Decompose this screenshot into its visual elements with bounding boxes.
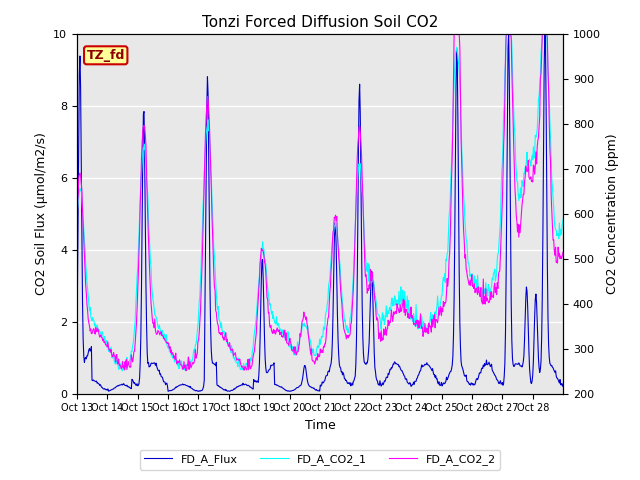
FD_A_Flux [220, 386, 227, 392]
FD_A_Flux [397, 368, 405, 373]
FD_A_CO2_2 [371, 289, 378, 295]
Line: FD_A_CO2_1: FD_A_CO2_1 [77, 34, 563, 371]
FD_A_Flux [73, 335, 81, 340]
Text: TZ_fd: TZ_fd [86, 49, 125, 62]
FD_A_CO2_1 [131, 325, 138, 331]
FD_A_CO2_1 [118, 368, 126, 374]
FD_A_CO2_2 [244, 357, 252, 362]
Y-axis label: CO2 Soil Flux (μmol/m2/s): CO2 Soil Flux (μmol/m2/s) [35, 132, 47, 295]
FD_A_Flux [244, 383, 252, 388]
FD_A_CO2_1 [559, 216, 567, 221]
FD_A_CO2_1 [262, 268, 270, 274]
FD_A_CO2_1 [73, 224, 81, 230]
FD_A_CO2_2 [451, 31, 458, 36]
FD_A_Flux [505, 31, 513, 36]
FD_A_CO2_2 [130, 349, 138, 355]
FD_A_CO2_1 [220, 328, 228, 334]
FD_A_CO2_2 [262, 283, 270, 288]
FD_A_CO2_2 [397, 308, 405, 313]
FD_A_Flux [262, 365, 269, 371]
FD_A_CO2_2 [559, 249, 567, 254]
FD_A_CO2_2 [182, 368, 189, 374]
FD_A_Flux [371, 349, 378, 355]
FD_A_CO2_2 [73, 224, 81, 229]
Line: FD_A_CO2_2: FD_A_CO2_2 [77, 34, 563, 371]
FD_A_CO2_1 [244, 365, 252, 371]
Title: Tonzi Forced Diffusion Soil CO2: Tonzi Forced Diffusion Soil CO2 [202, 15, 438, 30]
FD_A_CO2_1 [371, 284, 378, 289]
FD_A_Flux [130, 380, 138, 386]
FD_A_Flux [285, 388, 293, 394]
Legend: FD_A_Flux, FD_A_CO2_1, FD_A_CO2_2: FD_A_Flux, FD_A_CO2_1, FD_A_CO2_2 [140, 450, 500, 469]
FD_A_Flux [559, 380, 567, 386]
Y-axis label: CO2 Concentration (ppm): CO2 Concentration (ppm) [607, 133, 620, 294]
X-axis label: Time: Time [305, 419, 335, 432]
FD_A_CO2_1 [397, 302, 405, 308]
Line: FD_A_Flux: FD_A_Flux [77, 34, 563, 391]
FD_A_CO2_1 [503, 31, 511, 36]
FD_A_CO2_2 [220, 337, 228, 343]
